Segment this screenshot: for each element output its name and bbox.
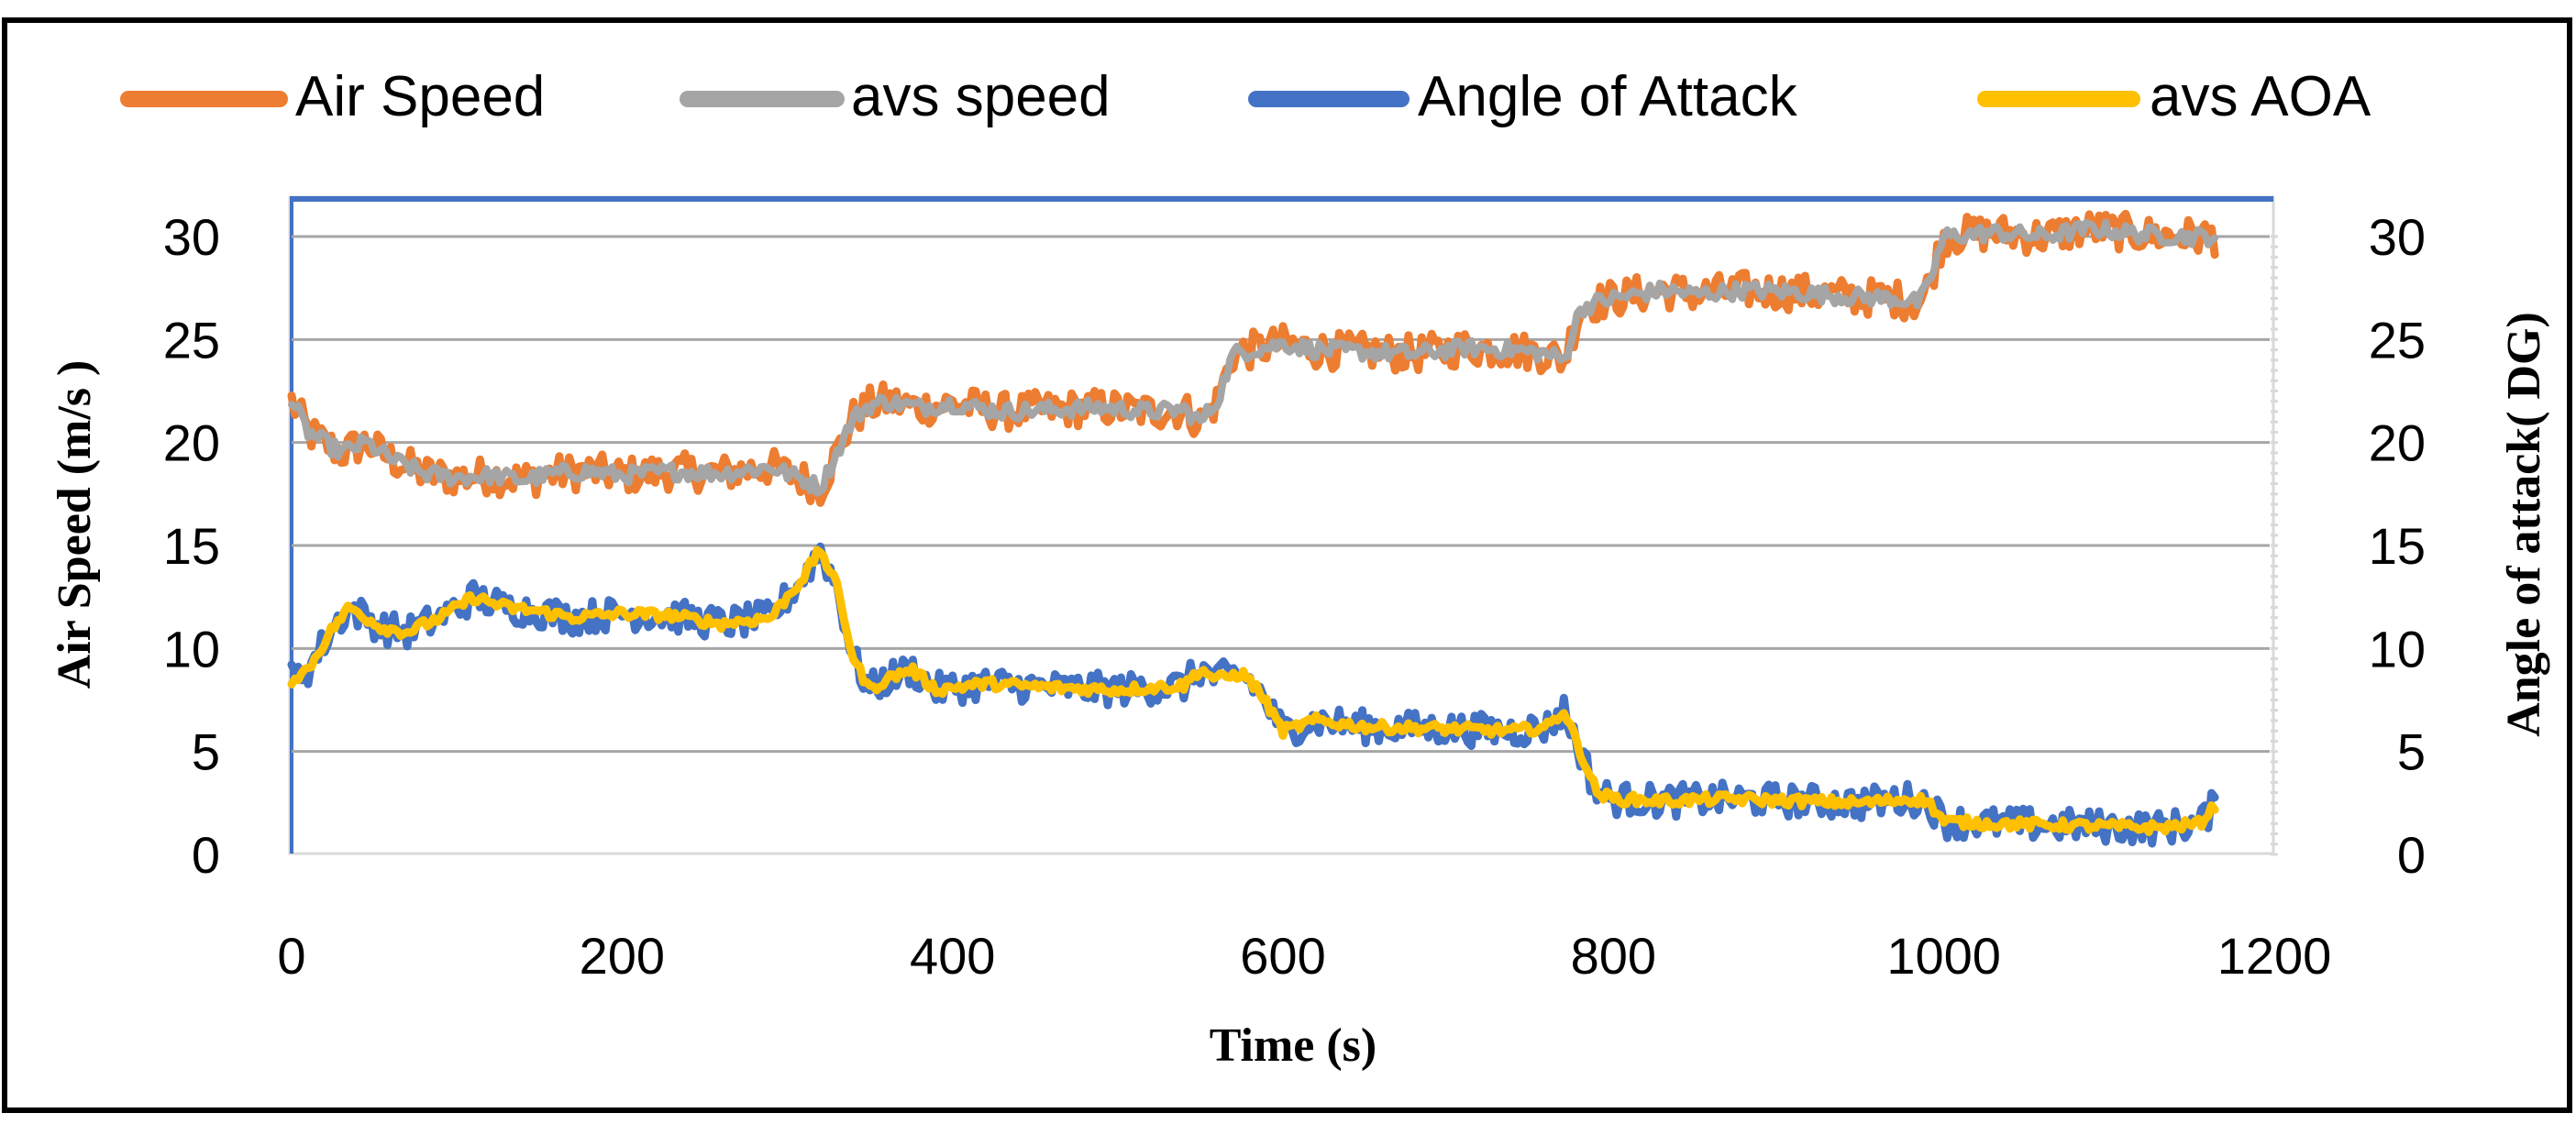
y-tick-label: 0 [192,826,220,884]
y2-tick-label: 20 [2369,414,2426,472]
legend-label-angle-of-attack: Angle of Attack [1418,65,1798,128]
x-tick-label: 1200 [2217,927,2332,985]
y-tick-label: 10 [163,620,220,678]
y2-tick-label: 25 [2369,311,2426,369]
y-tick-label: 15 [163,517,220,575]
series-line-avs-aoa [287,545,2219,837]
x-tick-label: 1000 [1886,927,2001,985]
legend-label-avs-aoa: avs AOA [2150,65,2371,128]
y2-tick-label: 15 [2369,517,2426,575]
x-tick-label: 200 [580,927,665,985]
y2-tick-label: 10 [2369,620,2426,678]
y2-tick-label: 0 [2397,826,2426,884]
x-tick-label: 400 [910,927,995,985]
legend-label-avs-speed: avs speed [851,65,1111,128]
legend-label-air-speed: Air Speed [295,65,545,128]
y2-axis-title: Angle of attack( DG) [2498,312,2550,737]
legend: Air Speed avs speed Angle of Attack avs … [120,65,2371,128]
legend-item-avs-aoa: avs AOA [1977,65,2371,128]
legend-item-avs-speed: avs speed [680,65,1111,128]
y2-tick-label: 5 [2397,723,2426,781]
y-tick-label: 20 [163,414,220,472]
x-tick-label: 0 [277,927,305,985]
y-axis-title: Air Speed (m/s ) [49,360,101,689]
series-line-avs-speed [288,218,2219,497]
x-tick-label: 800 [1571,927,1656,985]
figure-border [2,17,2572,1113]
x-axis-title: Time (s) [1210,1019,1376,1072]
y-tick-label: 25 [163,311,220,369]
legend-item-angle-of-attack: Angle of Attack [1248,65,1798,128]
legend-item-air-speed: Air Speed [120,65,545,128]
y-tick-label: 5 [192,723,220,781]
x-tick-label: 600 [1240,927,1325,985]
y-tick-label: 30 [163,208,220,266]
tick-labels: 0 200 400 600 800 1000 1200 0 5 10 15 20 25 30 0 5 10 15 2… [163,208,2426,985]
y2-tick-label: 30 [2369,208,2426,266]
series-lines [287,209,2219,848]
